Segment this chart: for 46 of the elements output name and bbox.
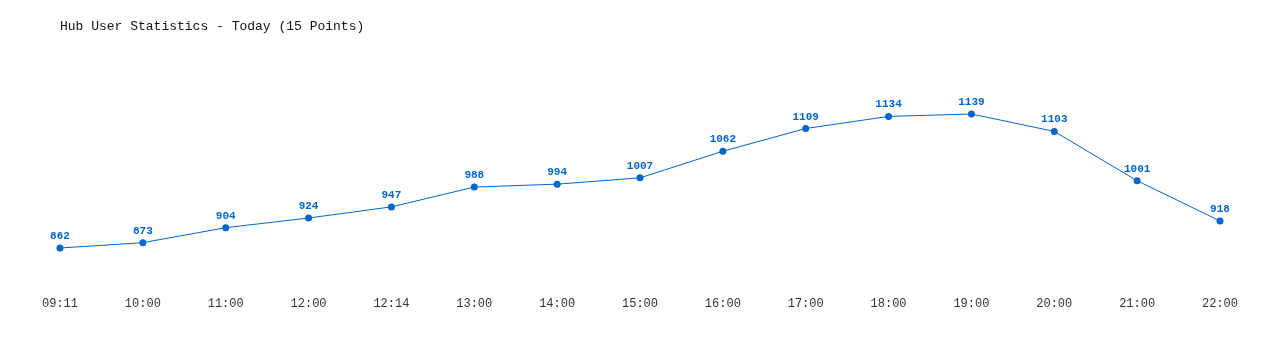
x-tick-label: 17:00 xyxy=(787,297,824,311)
point xyxy=(1050,127,1058,135)
x-tick-label: 12:00 xyxy=(290,297,327,311)
point xyxy=(967,110,975,118)
data-label: 873 xyxy=(132,224,154,237)
point xyxy=(222,224,230,232)
chart-title: Hub User Statistics - Today (15 Points) xyxy=(60,19,365,34)
data-label: 904 xyxy=(215,209,237,222)
data-label: 1109 xyxy=(792,110,819,123)
point xyxy=(719,147,727,155)
x-tick-label: 20:00 xyxy=(1036,297,1073,311)
x-tick-label: 10:00 xyxy=(124,297,161,311)
point xyxy=(56,244,64,252)
data-label: 862 xyxy=(50,230,70,242)
data-label: 924 xyxy=(298,200,319,213)
x-tick-label: 19:00 xyxy=(953,297,990,311)
x-tick-label: 16:00 xyxy=(704,297,741,311)
point xyxy=(387,203,395,211)
data-label: 1103 xyxy=(1041,113,1068,126)
x-tick-label: 18:00 xyxy=(870,297,907,311)
x-tick-label: 22:00 xyxy=(1201,297,1239,311)
x-tick-label: 14:00 xyxy=(539,297,576,311)
data-label: 1134 xyxy=(875,98,903,111)
point xyxy=(470,183,478,191)
x-tick-label: 11:00 xyxy=(207,297,244,311)
point xyxy=(636,174,644,182)
point xyxy=(885,112,893,120)
data-label: 1062 xyxy=(709,133,737,146)
x-tick-label: 13:00 xyxy=(456,297,493,311)
data-label: 918 xyxy=(1210,202,1231,215)
data-label: 1139 xyxy=(958,96,985,108)
x-tick-label: 15:00 xyxy=(621,297,659,311)
data-label: 947 xyxy=(381,188,402,201)
x-tick-label: 09:11 xyxy=(41,297,79,311)
point xyxy=(139,239,147,247)
data-label: 1007 xyxy=(626,159,654,172)
data-label: 1001 xyxy=(1123,162,1151,175)
data-label: 988 xyxy=(464,169,485,182)
point xyxy=(802,125,810,133)
point xyxy=(1133,177,1141,185)
x-tick-label: 21:00 xyxy=(1119,297,1156,311)
point xyxy=(305,214,313,222)
data-label: 994 xyxy=(547,166,568,179)
point xyxy=(1216,217,1224,225)
x-tick-label: 12:14 xyxy=(373,297,410,311)
point xyxy=(553,180,561,188)
